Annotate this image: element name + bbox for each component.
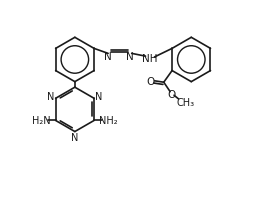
Text: N: N xyxy=(104,52,112,62)
Text: NH₂: NH₂ xyxy=(99,116,117,126)
Text: O: O xyxy=(167,89,176,99)
Text: N: N xyxy=(71,133,79,142)
Text: N: N xyxy=(47,91,55,101)
Text: O: O xyxy=(146,76,155,86)
Text: N: N xyxy=(127,52,134,62)
Text: H₂N: H₂N xyxy=(32,116,51,126)
Text: N: N xyxy=(95,91,102,101)
Text: NH: NH xyxy=(142,53,157,63)
Text: CH₃: CH₃ xyxy=(177,98,195,108)
